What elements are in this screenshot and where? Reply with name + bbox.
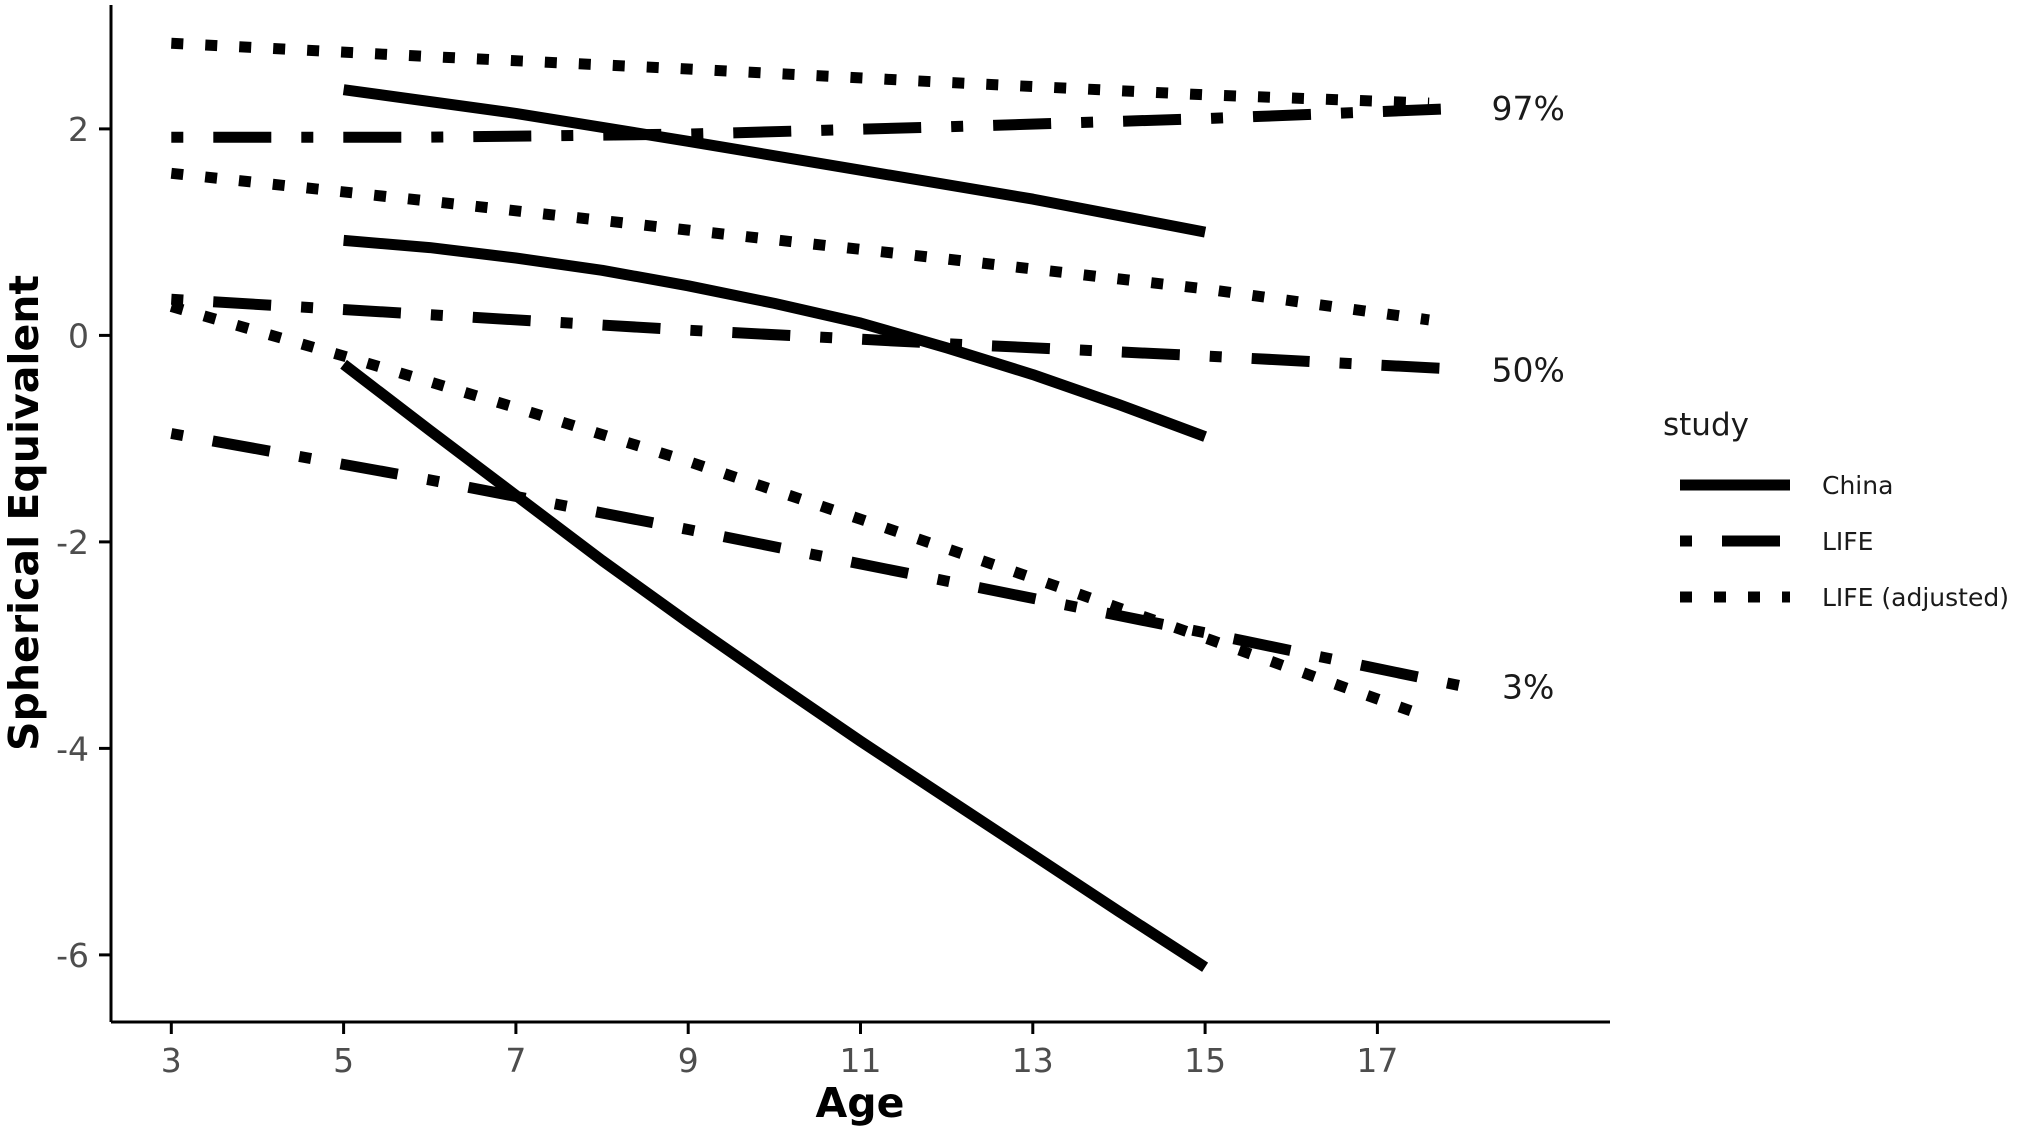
series-line-life-p97 [171,102,1464,143]
percentile-label-97: 97% [1491,89,1564,128]
y-tick-label: 0 [68,316,89,355]
y-tick-label: 2 [68,110,89,149]
series-line-life-p3 [170,428,1465,692]
y-tick-label: -6 [56,936,89,975]
series-line-life-adjusted-p3 [169,301,1431,723]
x-tick-label: 9 [678,1041,699,1080]
axis-ticks: 3 5 7 9 11 13 15 17 -6 -4 -2 0 2 [56,110,1398,1080]
series-line-china-p3 [340,359,1209,972]
legend-label-life: LIFE [1822,527,1873,556]
series-line-life-adjusted-p50 [170,167,1430,326]
x-axis-title: Age [816,1079,905,1127]
x-tick-label: 15 [1184,1041,1226,1080]
x-tick-label: 3 [161,1041,182,1080]
legend-label-life-adjusted: LIFE (adjusted) [1822,583,2009,612]
series-line-china-p50 [343,234,1208,442]
x-tick-label: 7 [505,1041,526,1080]
x-tick-label: 17 [1356,1041,1398,1080]
series-line-life-p50 [170,293,1464,375]
x-tick-label: 5 [333,1041,354,1080]
series-line-china-p97 [342,84,1207,238]
y-axis-title: Spherical Equivalent [0,275,48,751]
y-tick-label: -4 [56,729,89,768]
series-line-life-adjusted-p97 [171,37,1430,109]
y-tick-label: -2 [56,523,89,562]
legend-title: study [1663,407,1749,443]
percentile-labels: 97% 50% 3% [1491,89,1564,706]
x-tick-label: 13 [1012,1041,1054,1080]
legend-label-china: China [1822,471,1893,500]
x-tick-label: 11 [840,1041,882,1080]
percentile-label-3: 3% [1502,667,1554,706]
legend: study China LIFE LIFE (adjusted) [1663,407,2009,612]
percentile-label-50: 50% [1491,350,1564,389]
series-lines [169,37,1465,972]
